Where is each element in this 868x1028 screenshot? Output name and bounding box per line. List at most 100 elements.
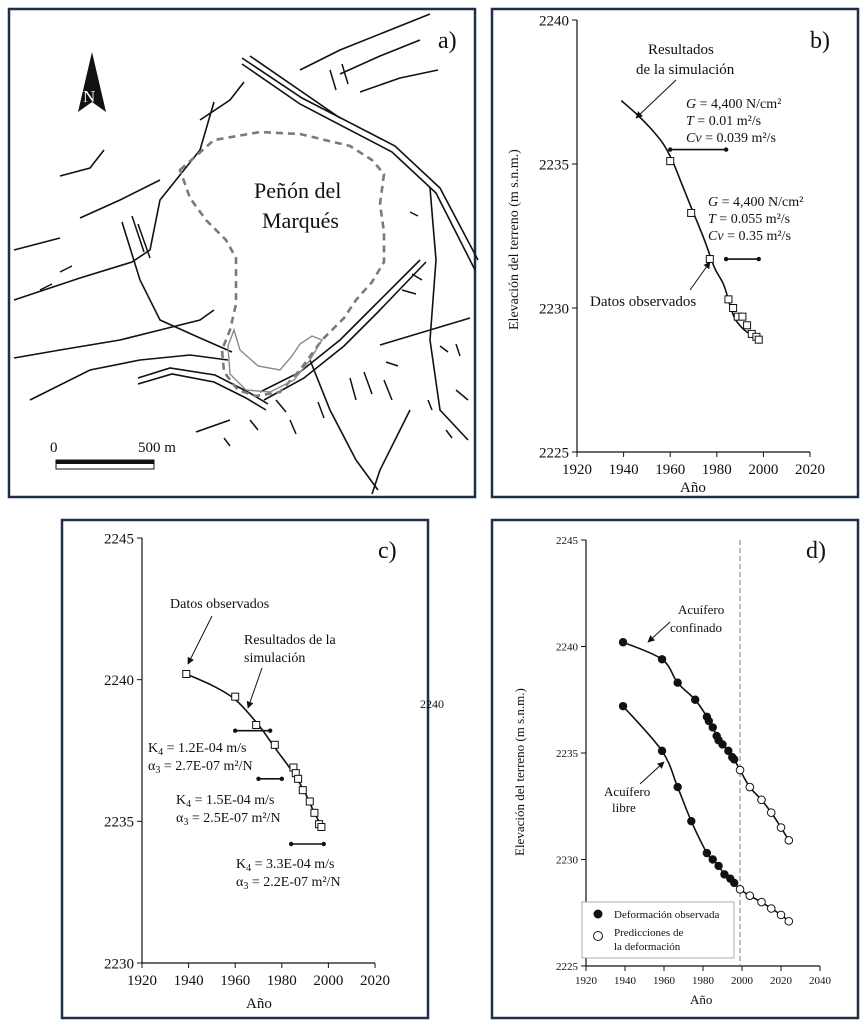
chart-b-p1-t: T = 0.01 m²/s	[686, 114, 761, 129]
legend-predicted-label-1: Predicciones de	[614, 927, 683, 939]
short-marks	[39, 63, 469, 447]
chart-c-period-bar-end	[279, 776, 284, 782]
chart-d-ylabel: Elevación del terreno (m s.n.m.)	[512, 688, 527, 856]
chart-d-observed-point	[687, 816, 696, 826]
chart-c-observed-point	[298, 786, 307, 795]
chart-b-x-tick-label: 2000	[748, 462, 778, 478]
chart-c-period-bar-end	[267, 728, 273, 733]
chart-c-observed-point	[305, 797, 314, 806]
chart-d-predicted-point	[784, 916, 794, 926]
chart-d-y-tick-label: 2230	[556, 854, 579, 866]
chart-b-period-bar-end	[723, 147, 729, 152]
chart-d-observed-point	[724, 746, 733, 756]
chart-c-p1-a: α3 = 2.7E-07 m²/N	[148, 759, 253, 776]
chart-b-p2-cv: Cv = 0.35 m²/s	[708, 229, 791, 244]
chart-d-x-tick-label: 2040	[809, 975, 832, 987]
chart-b-sim-label-1: Resultados	[648, 42, 714, 58]
chart-c-sim-arrow	[246, 667, 263, 709]
chart-c-x-tick-label: 1940	[174, 973, 204, 989]
chart-d-predicted-point	[776, 823, 786, 832]
chart-b-p1-cv: Cv = 0.039 m²/s	[686, 131, 776, 146]
chart-d-x-tick-label: 1960	[653, 975, 676, 987]
chart-b-xlabel: Año	[680, 480, 706, 496]
chart-b-observed-point	[687, 208, 696, 217]
chart-d-predicted-point	[745, 891, 755, 901]
chart-b-observed-point	[666, 157, 675, 166]
place-name-line1: Peñón del	[254, 178, 341, 203]
chart-c-observed-point	[310, 808, 319, 817]
chart-c-y-tick-label: 2245	[104, 531, 134, 547]
chart-d-observed-point	[657, 655, 667, 664]
chart-b-x-tick-label: 1980	[702, 462, 732, 478]
chart-d-observed-point	[718, 740, 727, 749]
chart-c-period-bar-end	[321, 841, 326, 847]
chart-c-x-tick-label: 2020	[360, 973, 390, 989]
inner-outline	[227, 327, 324, 393]
chart-d-observed-point	[702, 848, 712, 858]
chart-c-period-bar-end	[256, 776, 261, 782]
legend-predicted-marker	[593, 931, 603, 941]
chart-c-period-bar-end	[233, 728, 238, 733]
chart-b-obs-arrow	[689, 261, 711, 291]
chart-d-x-tick-label: 1940	[614, 975, 637, 987]
legend-observed-label: Deformación observada	[614, 909, 719, 921]
chart-b-y-tick-label: 2225	[539, 445, 569, 461]
chart-d-x-tick-label: 2020	[770, 975, 793, 987]
chart-d-observed-point	[730, 878, 739, 888]
chart-b-sim-arrow	[635, 79, 677, 119]
place-name-line2: Marqués	[262, 208, 339, 233]
chart-d-legend: Deformación observada Predicciones de la…	[581, 901, 735, 959]
chart-d-observed-point	[691, 695, 700, 704]
panel-b: b) 1920 1940 1960 1980 2000 2020 2225 2230 2235 2…	[490, 7, 860, 499]
chart-d-observed-point	[673, 782, 682, 792]
scale-end: 500 m	[138, 440, 176, 456]
chart-d-libre-arrow	[639, 761, 665, 785]
panel-a-letter: a)	[438, 28, 457, 54]
chart-c-observed-point	[270, 740, 279, 749]
chart-d-observed-point	[708, 723, 717, 732]
chart-b-y-tick-label: 2240	[539, 13, 569, 29]
chart-b-x-tick-label: 1940	[609, 462, 639, 478]
chart-b-period-bar-end	[756, 256, 761, 262]
chart-d-predicted-point	[766, 808, 776, 817]
chart-b-sim-label-2: de la simulación	[636, 62, 735, 78]
chart-d-predicted-point	[757, 897, 766, 907]
chart-d-libre-label-1: Acuífero	[604, 784, 650, 799]
panel-d-letter: d)	[806, 538, 826, 564]
chart-d-x-tick-label: 1920	[575, 975, 598, 987]
legend-observed-marker	[593, 909, 603, 919]
panel-c-letter: c)	[378, 538, 397, 564]
chart-d-y-tick-label: 2240	[556, 641, 579, 653]
north-label: N	[83, 87, 95, 106]
panel-a-map: a) N	[7, 7, 479, 499]
chart-b-x-tick-label: 2020	[795, 462, 825, 478]
chart-b-observed-point	[729, 304, 738, 312]
panel-a-frame	[7, 7, 477, 499]
chart-c-p3-a: α3 = 2.2E-07 m²/N	[236, 875, 341, 892]
chart-c-x-tick-label: 1920	[127, 973, 157, 989]
panel-b-letter: b)	[810, 28, 830, 54]
panel-c: c) 1920 1940 1960 1980 2000 2020 2230 2235 2240 2…	[60, 518, 444, 1020]
chart-c-p3-k: K4 = 3.3E-04 m/s	[236, 857, 334, 874]
chart-b-observed-point	[738, 312, 747, 321]
chart-c-obs-label: Datos observados	[170, 597, 269, 612]
chart-b-observed-point	[754, 335, 763, 344]
chart-d-predicted-point	[766, 904, 776, 913]
chart-c-p2-k: K4 = 1.5E-04 m/s	[176, 793, 274, 810]
chart-c-sim-label-2: simulación	[244, 651, 305, 666]
chart-c-x-tick-label: 1980	[267, 973, 297, 989]
chart-c-p2-a: α3 = 2.5E-07 m²/N	[176, 811, 281, 828]
chart-d-series-line-1	[622, 705, 790, 922]
chart-b-p1-g: G = 4,400 N/cm²	[686, 97, 781, 112]
chart-d-observed-point	[673, 678, 682, 687]
chart-c-y-tick-label: 2240	[104, 673, 134, 689]
chart-d-conf-label-1: Acuífero	[678, 602, 724, 617]
chart-c-period-bar-end	[288, 841, 294, 847]
chart-c-xlabel: Año	[246, 996, 272, 1012]
chart-c-y-tick-label: 2235	[104, 815, 134, 831]
chart-d-x-tick-label: 2000	[731, 975, 754, 987]
chart-b-x-tick-label: 1920	[562, 462, 592, 478]
chart-d-libre-label-2: libre	[612, 800, 636, 815]
chart-b-x-tick-label: 1960	[655, 462, 685, 478]
chart-b-observed-point	[724, 295, 733, 304]
